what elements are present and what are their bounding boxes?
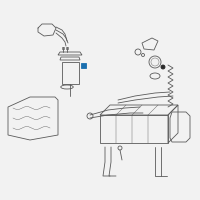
Circle shape (161, 65, 165, 69)
Polygon shape (81, 63, 86, 68)
